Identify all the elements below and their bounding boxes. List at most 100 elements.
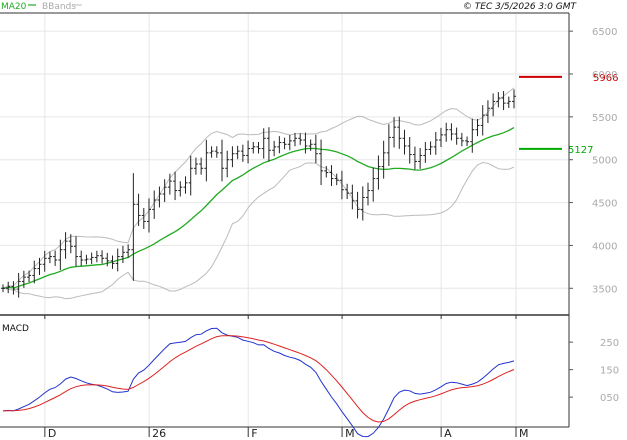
macd-signal-line [2, 335, 515, 423]
legend-bbands: BBands [42, 2, 76, 12]
price-bar [16, 272, 21, 298]
price-bar [454, 127, 459, 145]
price-bar [167, 173, 172, 195]
x-tick-label-4: A [444, 427, 452, 440]
price-bar [459, 132, 464, 147]
price-bar [27, 270, 32, 283]
x-tick-label-5: M [519, 427, 529, 440]
y-tick-label-4500: 4500 [592, 199, 617, 210]
price-bar [152, 190, 157, 219]
price-bar [178, 181, 183, 197]
price-bar [407, 137, 412, 164]
price-bar [1, 284, 5, 293]
x-tick-label-0: D [48, 427, 56, 440]
price-bar [298, 133, 303, 145]
price-bar [240, 144, 245, 162]
price-bar [209, 146, 214, 158]
price-bar [131, 173, 136, 281]
price-bar [188, 155, 193, 196]
price-bar [491, 93, 496, 117]
price-bar [423, 141, 428, 163]
price-bar [329, 165, 334, 187]
price-bar [100, 250, 105, 264]
price-bar [433, 132, 438, 155]
price-bar [386, 124, 391, 166]
price-bar [303, 132, 308, 154]
price-bar [506, 96, 511, 109]
price-bar [402, 129, 407, 155]
price-bar [183, 176, 188, 194]
price-bar [418, 147, 423, 169]
price-bar [475, 119, 480, 137]
price-bar [308, 139, 313, 151]
price-bar [392, 117, 397, 148]
x-axis-ticks: D 26 F M A M [44, 315, 529, 440]
price-bar [37, 257, 42, 275]
bband-upper [2, 87, 515, 289]
price-bar [193, 157, 198, 175]
price-bar [470, 118, 475, 153]
price-bar [256, 141, 261, 154]
price-bar [444, 122, 449, 142]
price-bar [126, 244, 131, 258]
price-bar [261, 128, 266, 159]
x-tick-label-1: 26 [152, 427, 166, 440]
price-bar [371, 167, 376, 202]
price-bar [449, 123, 454, 141]
price-bar [512, 89, 516, 109]
price-bar [6, 281, 11, 294]
y-tick-label-5500: 5500 [592, 113, 617, 124]
price-bar [53, 250, 58, 266]
price-bar [277, 136, 282, 154]
y-tick-label-6000: 6000 [592, 70, 617, 81]
price-bar [230, 146, 235, 168]
price-bar [74, 236, 78, 267]
price-bar [339, 170, 344, 200]
y-tick-label-5000: 5000 [592, 156, 617, 167]
price-bar [136, 193, 141, 226]
price-bar [79, 250, 84, 266]
price-bar [220, 139, 224, 182]
price-bar [350, 184, 355, 210]
price-bar [397, 116, 402, 149]
ma20-line [2, 127, 515, 289]
price-bar [439, 127, 443, 147]
ma20-polyline [2, 127, 515, 289]
price-bar [105, 252, 110, 267]
price-bar [345, 183, 350, 200]
macd-title: MACD [2, 324, 29, 334]
price-bar [313, 134, 318, 164]
level-label-support: 5127 [568, 145, 593, 156]
price-bar [11, 281, 16, 295]
price-bar [251, 141, 256, 154]
price-bar [214, 146, 219, 158]
price-bar [63, 232, 68, 259]
bband-lower [2, 161, 515, 300]
x-tick-label-3: M [345, 427, 355, 440]
price-bar [84, 254, 89, 265]
price-bar [496, 92, 501, 108]
price-bar [141, 207, 146, 229]
price-bar [58, 239, 63, 271]
price-bar [293, 132, 297, 147]
price-bar [110, 255, 115, 269]
y-tick-label-4000: 4000 [592, 241, 617, 252]
price-bar [412, 146, 417, 170]
price-bar [465, 136, 470, 147]
price-bar [376, 155, 381, 190]
price-levels: 5966 5127 [519, 73, 618, 156]
price-bar [120, 245, 125, 263]
macd-lines [2, 327, 515, 438]
price-bar [32, 260, 37, 284]
macd-y-tick-label-1: 150 [600, 366, 619, 377]
macd-line [2, 327, 515, 438]
price-bar [246, 140, 251, 164]
price-bar [266, 127, 271, 162]
macd-y-tick-label-0: 250 [600, 338, 619, 349]
price-bar [42, 250, 47, 272]
price-bar [68, 234, 73, 254]
level-label-resistance: 5966 [593, 73, 618, 84]
price-bar [355, 191, 360, 219]
y-axis-ticks: 6500 6000 5500 5000 4500 4000 3500 250 150 050 [569, 27, 619, 404]
